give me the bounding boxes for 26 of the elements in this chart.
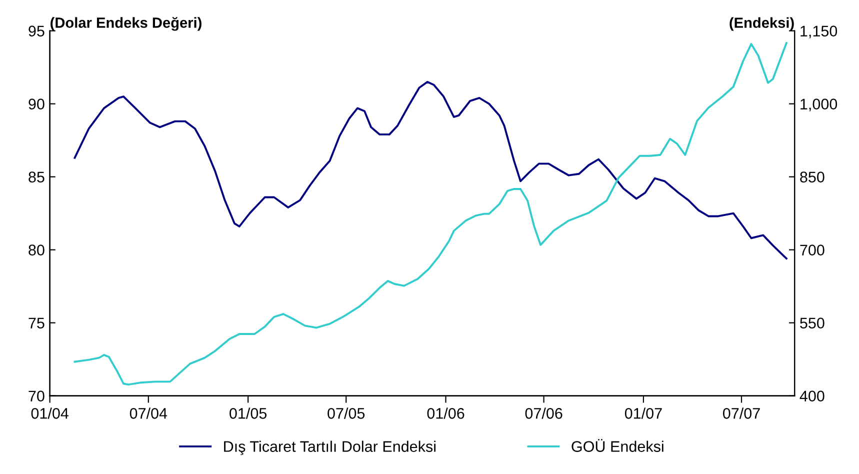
y2-axis-title: (Endeksi) <box>730 17 794 31</box>
x-tick-label: 01/07 <box>624 408 662 419</box>
y2-tick-label: 550 <box>800 318 824 328</box>
line-series <box>74 42 788 386</box>
x-tick-label: 01/05 <box>230 408 267 419</box>
x-tick-label: 01/06 <box>427 408 464 419</box>
y-tick-label: 70 <box>28 390 44 402</box>
y2-tick-label: 700 <box>800 244 824 256</box>
line-series <box>74 80 788 260</box>
legend-label: GOÜ Endeksi <box>572 439 664 452</box>
x-tick-label: 07/06 <box>525 408 562 419</box>
y2-tick-label: 1,150 <box>800 26 838 38</box>
x-tick-label: 07/07 <box>722 408 760 419</box>
y-tick-label: 80 <box>28 244 44 256</box>
y2-tick-label: 850 <box>800 172 824 182</box>
x-tick-label: 07/05 <box>328 408 365 419</box>
y-axis-title: (Dolar Endeks Değeri) <box>50 16 202 31</box>
y2-tick-label: 1,000 <box>800 98 838 112</box>
y-tick-label: 85 <box>28 172 44 182</box>
legend-label: Dış Ticaret Tartılı Dolar Endeksi <box>224 440 436 456</box>
y-tick-label: 95 <box>28 26 44 36</box>
x-tick-label: 01/04 <box>31 408 68 419</box>
y2-tick-label: 400 <box>800 390 824 402</box>
x-tick-label: 07/04 <box>130 408 168 419</box>
y-tick-label: 75 <box>28 318 44 328</box>
y-tick-label: 90 <box>28 98 44 110</box>
